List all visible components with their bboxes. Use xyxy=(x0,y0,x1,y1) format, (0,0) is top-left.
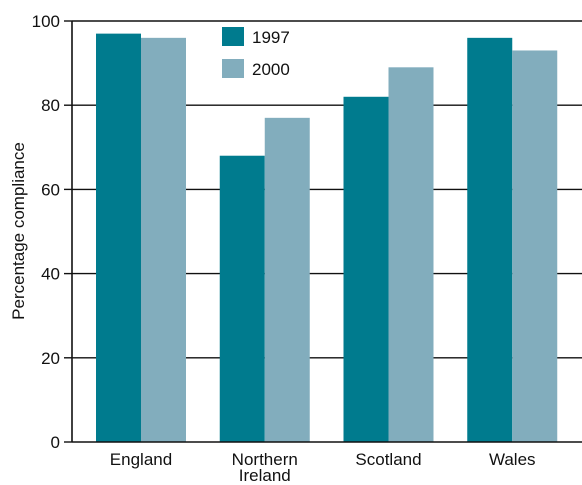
legend: 1997 2000 xyxy=(222,27,290,79)
y-axis-label: Percentage compliance xyxy=(9,142,28,320)
bar-2000-3 xyxy=(512,50,558,442)
bar-1997-3 xyxy=(467,37,513,443)
legend-label-2000: 2000 xyxy=(252,60,290,79)
y-tick-label: 40 xyxy=(41,265,60,284)
bar-1997-2 xyxy=(343,96,389,442)
x-tick-label: Wales xyxy=(489,450,536,469)
y-tick-label: 20 xyxy=(41,349,60,368)
axes xyxy=(71,21,582,443)
x-tick-label: Scotland xyxy=(355,450,421,469)
x-tick-label: England xyxy=(110,450,172,469)
y-tick-label: 100 xyxy=(32,12,60,31)
y-tick-label: 0 xyxy=(51,433,60,452)
y-tick-label: 80 xyxy=(41,96,60,115)
bars xyxy=(96,33,558,443)
legend-label-1997: 1997 xyxy=(252,28,290,47)
bar-1997-1 xyxy=(219,155,265,442)
y-tick-labels: 0 20 40 60 80 100 xyxy=(32,12,72,452)
legend-swatch-1997 xyxy=(222,27,244,46)
bar-2000-0 xyxy=(141,37,186,443)
x-tick-labels: England Northern Ireland Scotland Wales xyxy=(110,450,536,485)
bar-2000-1 xyxy=(264,117,310,442)
x-tick-label: Northern Ireland xyxy=(232,450,298,485)
bar-1997-0 xyxy=(96,33,141,442)
legend-swatch-2000 xyxy=(222,59,244,78)
y-tick-label: 60 xyxy=(41,180,60,199)
bar-2000-2 xyxy=(388,67,434,442)
